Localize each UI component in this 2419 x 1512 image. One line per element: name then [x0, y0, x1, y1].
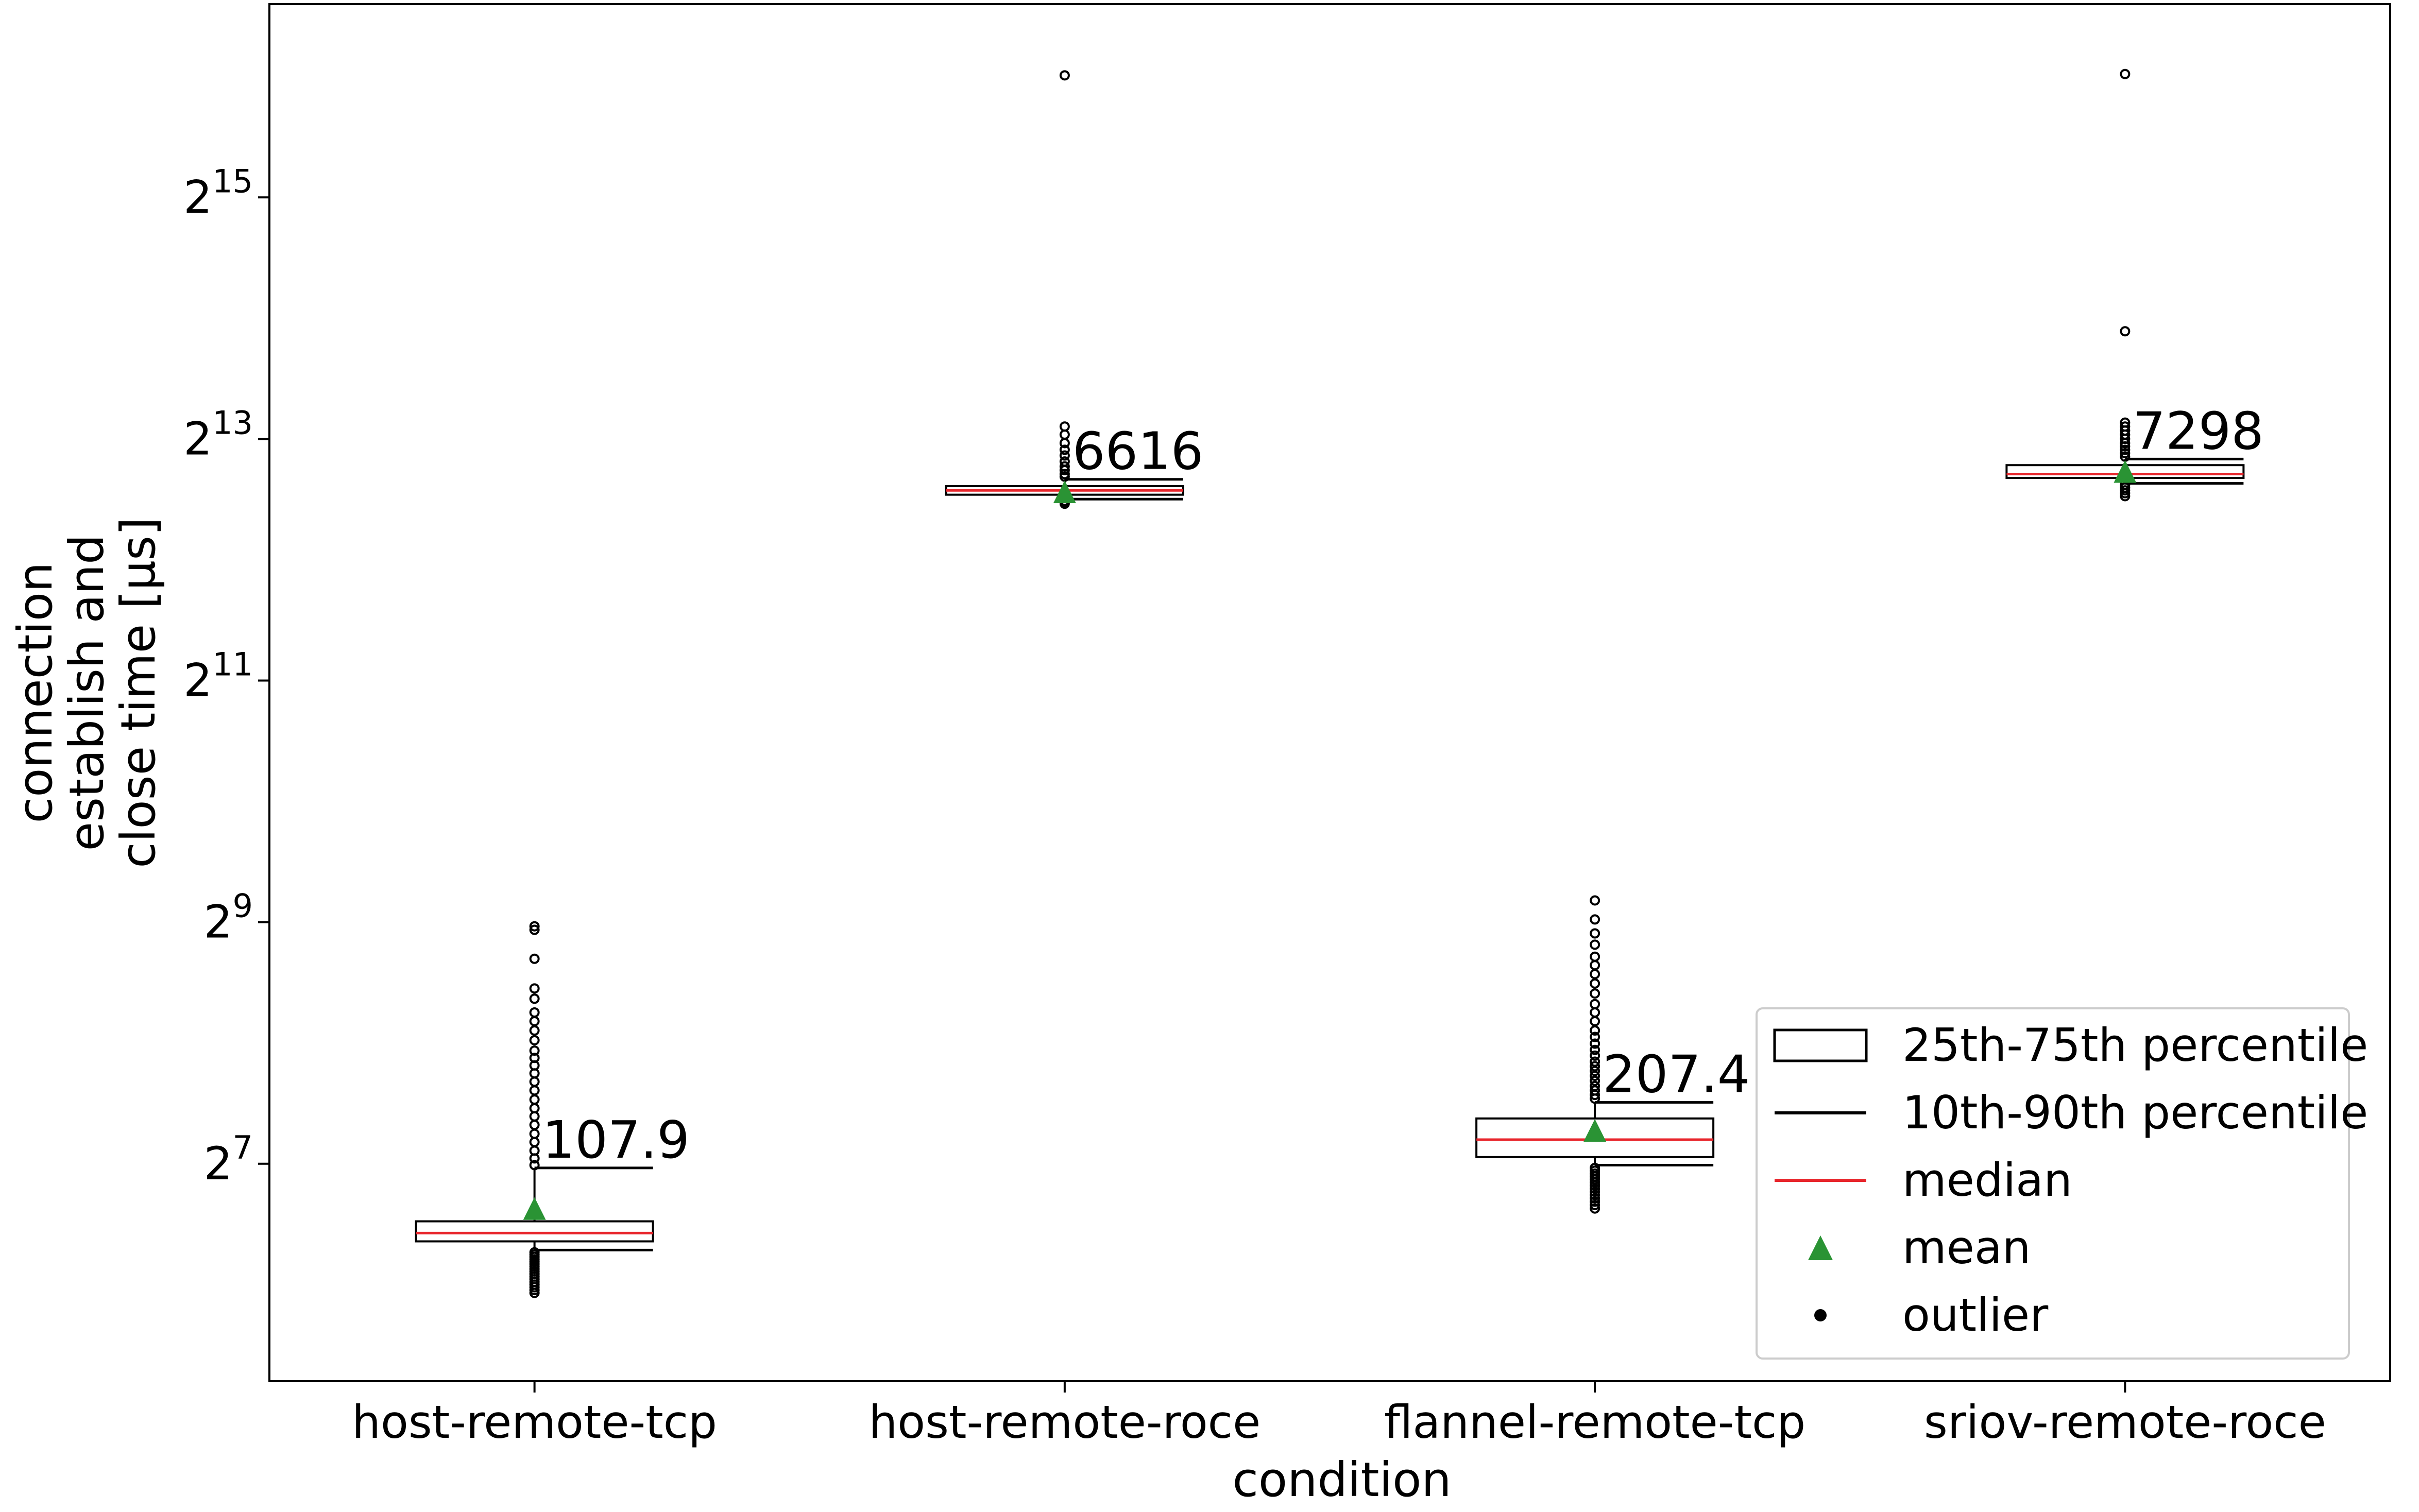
y-tick-label: 215 — [183, 162, 253, 224]
outlier-point — [1059, 456, 1070, 467]
outlier-point — [529, 921, 540, 932]
legend-label: mean — [1902, 1221, 2031, 1274]
outlier-point — [2120, 326, 2131, 337]
outlier-point — [529, 1160, 540, 1171]
outlier-point — [1590, 978, 1600, 989]
y-axis-title-line-3: close time [µs] — [111, 517, 166, 868]
outlier-point — [529, 924, 540, 935]
x-tick-label: flannel-remote-tcp — [1384, 1396, 1805, 1449]
outlier-point — [529, 1045, 540, 1056]
outlier-point — [2120, 421, 2131, 432]
box-host-remote-tcp: 107.9 — [415, 921, 690, 1298]
outlier-point — [2120, 68, 2131, 79]
outlier-point — [1590, 1071, 1600, 1081]
mean-marker — [1583, 1119, 1607, 1142]
outlier-point — [1059, 70, 1070, 81]
outlier-point — [1590, 951, 1600, 962]
boxes-group: 107.9 6616 207.4 7298 — [415, 68, 2264, 1298]
outlier-point — [1590, 1044, 1600, 1055]
outlier-point — [1059, 450, 1070, 461]
legend-label: 10th-90th percentile — [1902, 1086, 2368, 1139]
legend-label: 25th-75th percentile — [1902, 1019, 2368, 1072]
outlier-point — [2120, 444, 2131, 455]
y-tick-label: 29 — [204, 887, 253, 949]
legend-entry-box: 25th-75th percentile — [1773, 1019, 2368, 1072]
outlier-point — [2120, 417, 2131, 428]
outlier-point — [1059, 444, 1070, 455]
outlier-point — [1590, 1199, 1600, 1210]
legend-mean-swatch — [1808, 1235, 1833, 1260]
mean-value-label: 6616 — [1072, 421, 1204, 482]
outlier-point — [529, 1035, 540, 1045]
y-tick-label: 213 — [183, 404, 253, 465]
mean-value-label: 107.9 — [542, 1110, 690, 1170]
outlier-point — [1590, 1061, 1600, 1072]
outlier-point — [1590, 1050, 1600, 1061]
mean-marker — [1053, 480, 1076, 503]
mean-marker — [2114, 460, 2137, 483]
outlier-point — [1590, 1085, 1600, 1096]
outlier-point — [1590, 1190, 1600, 1200]
y-axis-ticks: 27 29 211 213 215 — [183, 162, 269, 1190]
outlier-point — [1590, 1038, 1600, 1049]
legend: 25th-75th percentile 10th-90th percentile… — [1756, 1007, 2368, 1360]
x-tick-label: host-remote-roce — [869, 1396, 1261, 1449]
outlier-point — [529, 953, 540, 964]
legend-entry-red-line: median — [1775, 1154, 2072, 1207]
outlier-point — [1590, 1187, 1600, 1197]
outlier-point — [1590, 914, 1600, 925]
outlier-point — [1590, 1032, 1600, 1042]
y-axis-title: connection establish and close time [µs] — [8, 517, 166, 868]
legend-entry-triangle: mean — [1808, 1221, 2031, 1274]
outlier-point — [1590, 895, 1600, 906]
box-flannel-remote-tcp: 207.4 — [1475, 895, 1750, 1214]
outlier-point — [529, 1247, 540, 1258]
y-tick-label: 211 — [183, 646, 253, 707]
iqr-box — [415, 1220, 654, 1243]
y-axis-title-line-2: establish and — [59, 534, 114, 851]
box-host-remote-roce: 6616 — [945, 70, 1204, 509]
outlier-point — [529, 1007, 540, 1018]
outlier-point — [1590, 1162, 1600, 1173]
outlier-point — [1590, 999, 1600, 1009]
box-sriov-remote-roce: 7298 — [2005, 68, 2264, 502]
outlier-point — [1059, 421, 1070, 432]
outlier-point — [2120, 448, 2131, 459]
outlier-point — [529, 983, 540, 994]
x-axis-title: condition — [1232, 1452, 1451, 1507]
outlier-point — [1059, 461, 1070, 472]
outlier-point — [1590, 1056, 1600, 1067]
legend-frame — [1756, 1007, 2350, 1360]
outlier-point — [1590, 1080, 1600, 1091]
legend-outlier-swatch — [1814, 1309, 1827, 1321]
mean-value-label: 207.4 — [1603, 1044, 1750, 1105]
outlier-point — [529, 993, 540, 1004]
mean-value-label: 7298 — [2133, 401, 2264, 461]
y-tick-label: 27 — [204, 1129, 253, 1190]
x-tick-label: sriov-remote-roce — [1924, 1396, 2326, 1449]
outlier-point — [1590, 988, 1600, 999]
legend-box-swatch — [1773, 1028, 1868, 1062]
mean-marker — [523, 1197, 546, 1220]
outlier-point — [1590, 1066, 1600, 1076]
x-tick-label: host-remote-tcp — [352, 1396, 717, 1449]
legend-entry-dot: outlier — [1814, 1288, 2049, 1342]
outlier-point — [1590, 939, 1600, 950]
legend-label: median — [1902, 1154, 2072, 1207]
y-axis-title-line-1: connection — [8, 562, 63, 823]
outlier-point — [1590, 928, 1600, 939]
outlier-point — [1590, 1075, 1600, 1086]
legend-entry-line: 10th-90th percentile — [1775, 1086, 2368, 1139]
legend-label: outlier — [1902, 1288, 2049, 1342]
outlier-point — [1590, 1203, 1600, 1214]
x-axis-ticks: host-remote-tcp host-remote-roce flannel-r… — [352, 1381, 2326, 1449]
outlier-point — [1590, 1196, 1600, 1207]
outlier-point — [1590, 1193, 1600, 1204]
